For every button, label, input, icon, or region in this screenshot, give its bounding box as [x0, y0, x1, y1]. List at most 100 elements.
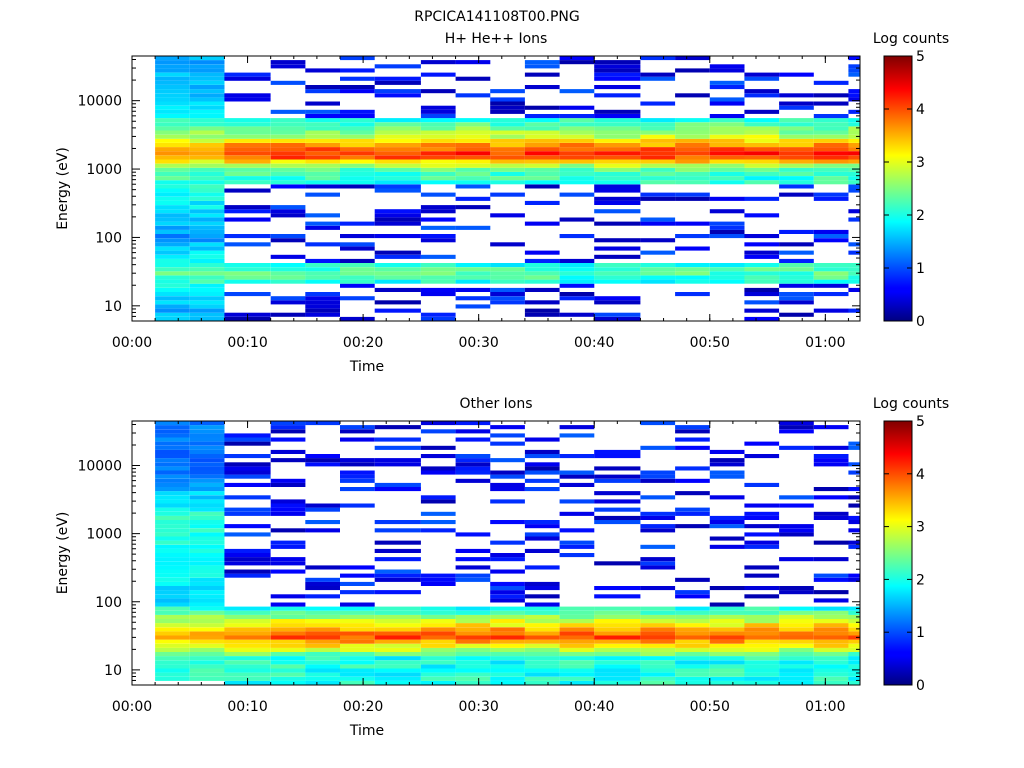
heatmap-cell	[155, 316, 190, 321]
heatmap-cell	[374, 138, 421, 143]
heatmap-cell	[305, 664, 340, 669]
heatmap-cell	[155, 515, 190, 520]
heatmap-cell	[594, 68, 641, 73]
heatmap-cell	[559, 672, 595, 677]
heatmap-cell	[305, 647, 340, 652]
heatmap-cell	[189, 594, 225, 599]
heatmap-cell	[640, 623, 676, 628]
heatmap-cell	[224, 507, 271, 512]
heatmap-cell	[524, 85, 560, 90]
heatmap-cell	[559, 680, 595, 685]
heatmap-cell	[524, 176, 560, 181]
heatmap-cell	[744, 482, 780, 487]
heatmap-cell	[155, 540, 190, 545]
heatmap-cell	[189, 279, 225, 284]
heatmap-cell	[490, 672, 525, 677]
heatmap-cell	[455, 680, 491, 685]
heatmap-cell	[420, 205, 456, 210]
heatmap-cell	[420, 151, 456, 156]
heatmap-cell	[559, 267, 595, 272]
heatmap-cell	[189, 184, 225, 189]
heatmap-cell	[305, 458, 340, 463]
heatmap-cell	[270, 639, 306, 644]
y-tick-label: 10000	[77, 94, 122, 110]
heatmap-cell	[640, 151, 676, 156]
heatmap-cell	[640, 163, 676, 168]
heatmap-cell	[374, 668, 421, 673]
heatmap-cell	[709, 631, 745, 636]
heatmap-cell	[155, 180, 190, 185]
heatmap-cell	[455, 631, 491, 636]
heatmap-cell	[455, 196, 491, 201]
heatmap-cell	[490, 470, 525, 475]
heatmap-cell	[813, 606, 849, 611]
heatmap-cell	[559, 292, 595, 297]
heatmap-cell	[744, 454, 780, 459]
heatmap-cell	[640, 180, 676, 185]
heatmap-cell	[455, 155, 491, 160]
heatmap-cell	[340, 167, 375, 172]
heatmap-cell	[420, 312, 456, 317]
x-tick-label: 00:50	[690, 699, 730, 715]
heatmap-cell	[490, 590, 525, 595]
heatmap-cell	[490, 639, 525, 644]
heatmap-cell	[848, 217, 860, 222]
heatmap-cell	[224, 548, 271, 553]
heatmap-cell	[189, 590, 225, 595]
heatmap-cell	[709, 209, 745, 214]
heatmap-cell	[640, 134, 676, 139]
heatmap-cell	[640, 126, 676, 131]
heatmap-cell	[594, 491, 641, 496]
heatmap-cell	[490, 680, 525, 685]
heatmap-cell	[189, 454, 225, 459]
heatmap-cell	[374, 89, 421, 94]
heatmap-cell	[524, 279, 560, 284]
heatmap-cell	[224, 159, 271, 164]
heatmap-cell	[744, 163, 780, 168]
heatmap-cell	[490, 271, 525, 276]
heatmap-cell	[848, 623, 860, 628]
heatmap-cell	[374, 664, 421, 669]
heatmap-cell	[779, 586, 814, 591]
heatmap-cell	[848, 619, 860, 624]
heatmap-cell	[640, 495, 676, 500]
heatmap-cell	[374, 627, 421, 632]
heatmap-cell	[155, 610, 190, 615]
heatmap-cell	[779, 118, 814, 123]
heatmap-cell	[848, 180, 860, 185]
heatmap-cell	[155, 209, 190, 214]
heatmap-cell	[189, 482, 225, 487]
heatmap-cell	[744, 656, 780, 661]
heatmap-cell	[270, 482, 306, 487]
heatmap-cell	[455, 656, 491, 661]
heatmap-cell	[305, 134, 340, 139]
heatmap-cell	[189, 155, 225, 160]
heatmap-cell	[420, 664, 456, 669]
heatmap-cell	[813, 672, 849, 677]
heatmap-cell	[305, 221, 340, 226]
heatmap-cell	[155, 114, 190, 119]
heatmap-cell	[305, 159, 340, 164]
heatmap-cell	[675, 155, 710, 160]
heatmap-cell	[524, 652, 560, 657]
heatmap-cell	[594, 167, 641, 172]
heatmap-cell	[305, 155, 340, 160]
heatmap-cell	[813, 623, 849, 628]
heatmap-cell	[640, 478, 676, 483]
heatmap-cell	[420, 171, 456, 176]
heatmap-cell	[455, 163, 491, 168]
heatmap-cell	[813, 101, 849, 106]
heatmap-cell	[524, 271, 560, 276]
heatmap-cell	[155, 652, 190, 657]
heatmap-cell	[420, 680, 456, 685]
heatmap-cell	[524, 147, 560, 152]
heatmap-cell	[270, 147, 306, 152]
heatmap-cell	[374, 656, 421, 661]
heatmap-cell	[189, 89, 225, 94]
heatmap-cell	[155, 130, 190, 135]
heatmap-cell	[848, 242, 860, 247]
heatmap-cell	[305, 581, 340, 586]
heatmap-cell	[594, 594, 641, 599]
heatmap-cell	[524, 267, 560, 272]
